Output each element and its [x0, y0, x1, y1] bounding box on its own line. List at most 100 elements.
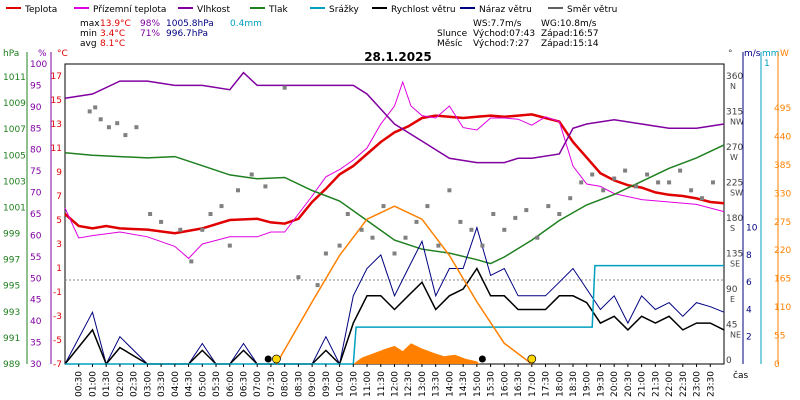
x-tick-label: 05:30	[212, 371, 222, 397]
solar-tick-label: 165	[774, 275, 791, 285]
wind-direction-point	[656, 180, 661, 185]
x-tick-label: 22:30	[679, 371, 689, 397]
plot-area	[64, 63, 725, 366]
stats-humidity: 71%	[140, 29, 160, 39]
celsius-tick-label: 1	[56, 264, 62, 274]
celsius-tick-label: 5	[56, 216, 62, 226]
percent-tick-label: 50	[30, 274, 42, 284]
wind-direction-point	[700, 196, 704, 201]
solar-tick-label: 330	[774, 189, 791, 199]
hpa-tick-label: 999	[3, 230, 20, 240]
solar-tick-label: 0	[774, 360, 780, 370]
wind-direction-point	[425, 204, 430, 209]
percent-tick-label: 75	[30, 167, 41, 177]
hpa-tick-label: 989	[3, 360, 20, 370]
stats-pressure: 1005.8hPa	[166, 19, 214, 29]
wind-direction-point	[711, 180, 715, 185]
x-tick-label: 11:30	[377, 371, 387, 397]
wind-direction-point	[535, 235, 540, 240]
x-tick-label: 08:00	[281, 371, 291, 397]
wind-direction-point	[645, 172, 650, 177]
legend-label: Přízemní teplota	[93, 5, 166, 15]
x-tick-label: 06:00	[226, 371, 236, 397]
hpa-axis-title: hPa	[3, 49, 19, 59]
direction-name-label: E	[730, 295, 735, 304]
direction-tick-label: 180	[726, 214, 743, 224]
direction-name-label: SW	[730, 188, 743, 197]
x-tick-label: 03:00	[143, 371, 153, 397]
celsius-tick-label: 13	[51, 120, 62, 130]
solar-tick-label: 275	[774, 218, 791, 228]
percent-tick-label: 95	[30, 81, 41, 91]
x-tick-label: 09:30	[322, 371, 332, 397]
wind-direction-point	[667, 180, 672, 185]
percent-tick-label: 80	[30, 146, 42, 156]
moon-marker	[264, 355, 272, 363]
wind-direction-point	[315, 283, 320, 288]
x-tick-label: 14:30	[459, 371, 469, 397]
x-axis-unit: čas	[733, 370, 748, 381]
hpa-tick-label: 995	[3, 282, 20, 292]
sun-marker	[527, 354, 537, 364]
x-tick-label: 09:00	[308, 371, 318, 397]
x-tick-label: 02:30	[130, 371, 140, 397]
x-tick-label: 06:30	[239, 371, 249, 397]
solar-tick-label: 440	[774, 132, 791, 142]
celsius-tick-label: -3	[53, 312, 62, 322]
series-line-1	[64, 80, 725, 260]
wind-direction-point	[219, 204, 224, 209]
direction-name-label: NW	[730, 117, 744, 126]
moon-label: Měsíc	[437, 39, 462, 49]
percent-axis-title: %	[38, 49, 47, 59]
wind-direction-point	[337, 243, 342, 248]
series-line-7	[275, 205, 533, 365]
wind-direction-point	[123, 133, 128, 138]
wind-direction-point	[414, 219, 419, 224]
x-tick-label: 18:30	[569, 371, 579, 397]
axes: 00:30 01:00 01:30 02:00 02:30 03:00 03:30 04:00…	[3, 49, 791, 397]
direction-name-label: N	[730, 82, 736, 91]
direction-name-label: NE	[730, 330, 741, 339]
series-line-5	[64, 267, 725, 366]
wind-direction-point	[87, 109, 92, 114]
percent-tick-label: 45	[30, 296, 41, 306]
hpa-tick-label: 1009	[3, 99, 26, 109]
rain-axis-title: mm	[762, 49, 780, 59]
wind-tick-label: 6	[746, 278, 752, 288]
wind-tick-label: 2	[746, 333, 752, 343]
x-tick-label: 19:30	[596, 371, 606, 397]
solar-tick-label: 385	[774, 161, 791, 171]
stats-panel: max 13.9°C 98% 1005.8hPa 0.4mm min 3.4°C 71% 996…	[80, 19, 599, 49]
solar-axis-title: W	[780, 49, 789, 59]
wind-direction-point	[208, 212, 213, 216]
direction-tick-label: 0	[726, 356, 732, 366]
x-tick-label: 17:00	[528, 371, 538, 397]
wind-direction-point	[557, 212, 562, 216]
wind-direction-point	[392, 251, 397, 256]
wind-direction-point	[590, 172, 595, 177]
moon-marker	[478, 355, 486, 363]
legend-label: Náraz větru	[479, 5, 532, 15]
celsius-tick-label: 7	[56, 192, 62, 202]
direction-name-label: SE	[730, 259, 740, 268]
x-tick-label: 17:30	[542, 371, 552, 397]
wind-direction-point	[568, 196, 573, 201]
wind-tick-label: 10	[746, 224, 758, 234]
x-tick-label: 20:30	[624, 371, 634, 397]
direction-tick-label: 225	[726, 178, 743, 188]
solar-tick-label: 495	[774, 104, 791, 114]
x-tick-label: 19:00	[583, 371, 593, 397]
x-tick-label: 16:00	[500, 371, 510, 397]
x-tick-label: 14:00	[445, 371, 455, 397]
x-tick-label: 11:00	[363, 371, 373, 397]
plot-frame	[64, 63, 725, 365]
wind-direction-point	[359, 227, 364, 232]
wind-direction-point	[323, 251, 328, 256]
x-tick-label: 15:30	[487, 371, 497, 397]
stats-wg: WG:10.8m/s	[541, 19, 597, 29]
x-tick-label: 04:00	[171, 371, 181, 397]
celsius-tick-label: -5	[53, 336, 62, 346]
direction-axis-title: °	[728, 49, 733, 59]
x-tick-label: 16:30	[514, 371, 524, 397]
wind-direction-point	[678, 168, 683, 173]
